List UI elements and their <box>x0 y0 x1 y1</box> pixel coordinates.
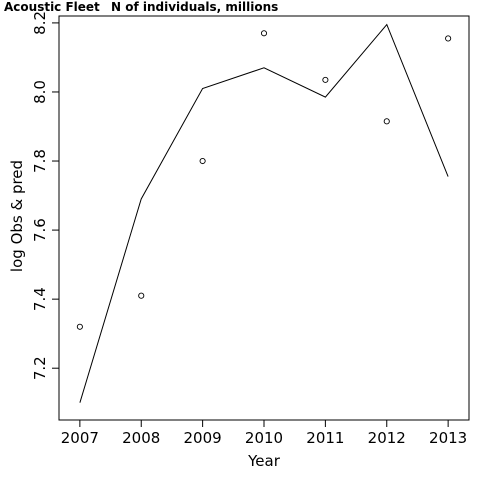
x-tick-label: 2013 <box>429 429 467 447</box>
observed-point <box>260 30 268 37</box>
predicted-line <box>79 23 449 403</box>
y-axis-label: log Obs & pred <box>8 160 26 272</box>
x-axis: 2007 2008 2009 2010 2011 2012 2013 <box>61 420 467 447</box>
x-tick-label: 2011 <box>306 429 344 447</box>
observed-point <box>199 157 206 165</box>
y-tick-label: 7.4 <box>31 287 49 311</box>
x-axis-label: Year <box>247 452 281 470</box>
observed-point <box>76 323 83 330</box>
x-tick-label: 2007 <box>61 429 99 447</box>
observed-point <box>383 118 390 125</box>
x-tick-label: 2009 <box>184 429 222 447</box>
chart-subtitle: N of individuals, millions <box>111 0 278 14</box>
chart-title: Acoustic Fleet <box>4 0 100 14</box>
observed-point <box>138 292 145 299</box>
observed-point <box>445 35 452 42</box>
y-tick-label: 7.6 <box>31 218 49 242</box>
x-tick-label: 2010 <box>245 429 283 447</box>
x-tick-label: 2012 <box>368 429 406 447</box>
y-tick-label: 7.2 <box>31 356 49 380</box>
x-tick-label: 2008 <box>122 429 160 447</box>
y-tick-label: 7.8 <box>31 149 49 173</box>
series-marks <box>76 23 452 403</box>
observed-point <box>322 76 329 83</box>
y-axis: 7.2 7.4 7.6 7.8 8.0 8.2 <box>31 11 59 380</box>
y-tick-label: 8.2 <box>31 11 49 35</box>
y-tick-label: 8.0 <box>31 80 49 104</box>
